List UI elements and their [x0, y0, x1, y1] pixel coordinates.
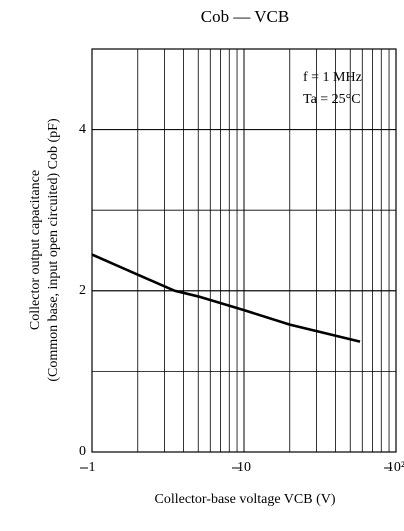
data-line	[91, 253, 361, 343]
annotation: f = 1 MHz	[303, 70, 362, 85]
x-axis-label: Collector-base voltage VCB (V)	[154, 492, 335, 507]
x-tick-label: 10²	[387, 460, 404, 475]
y-tick-label: 2	[79, 283, 86, 298]
chart-title: Cob — VCB	[201, 7, 290, 26]
y-tick-label: 0	[79, 444, 86, 459]
annotation: Ta = 25°C	[303, 92, 361, 107]
y-axis-label: Collector output capacitance	[28, 170, 43, 330]
y-axis-label: (Common base, input open circuited) Cob …	[46, 118, 61, 382]
x-tick-label: 1	[89, 460, 96, 475]
y-tick-label: 4	[79, 122, 86, 137]
x-tick-label: 10	[237, 460, 251, 475]
plot-frame	[91, 48, 397, 453]
